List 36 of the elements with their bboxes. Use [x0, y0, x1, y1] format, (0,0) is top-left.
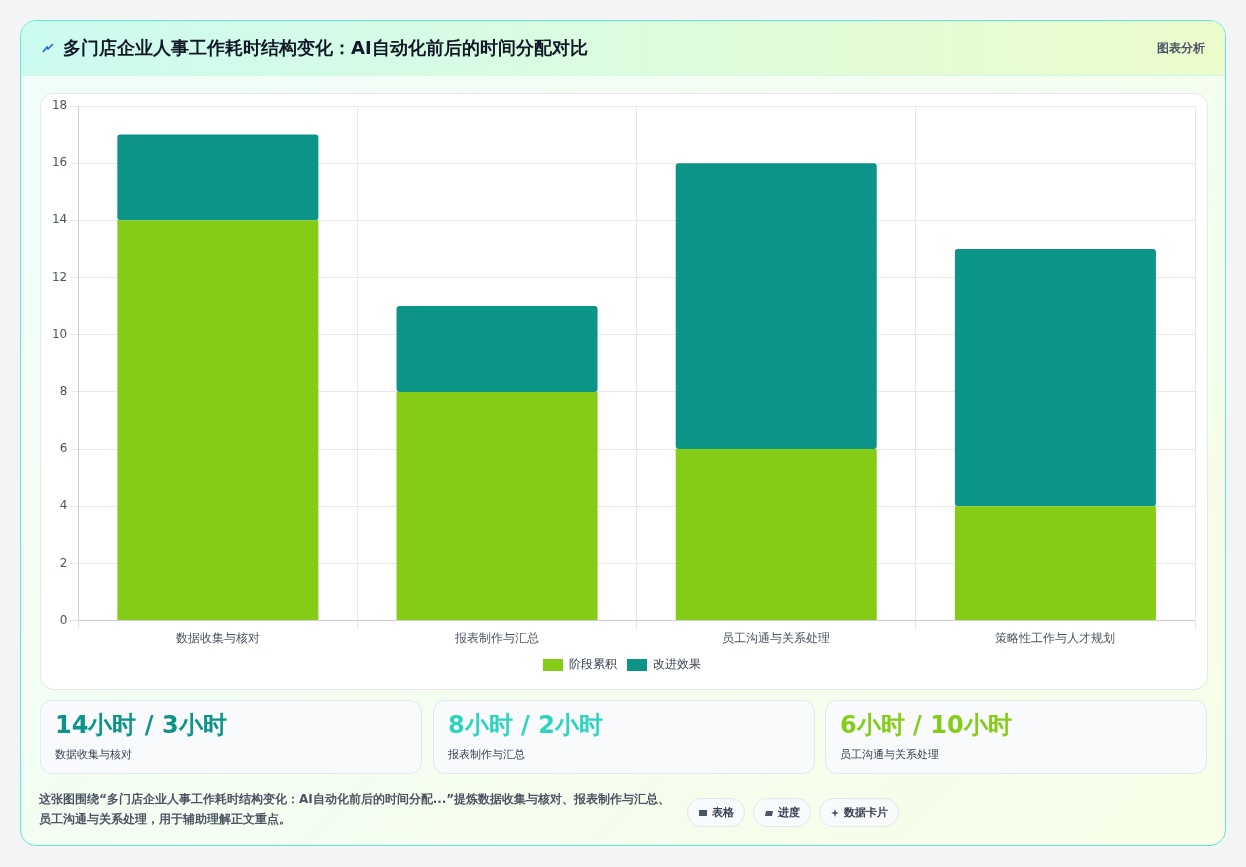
bar [675, 449, 877, 621]
text: 表格 [712, 805, 734, 820]
x-tick-label: 报表制作与汇总 [454, 630, 540, 645]
x-tick-label: 员工沟通与关系处理 [722, 630, 831, 645]
text: 14小时 / 3小时 [55, 710, 227, 741]
bar [675, 163, 877, 450]
bar [396, 306, 598, 392]
y-tick-label: 10 [51, 326, 68, 341]
text: 进度 [778, 805, 800, 820]
y-tick-label: 16 [51, 155, 68, 170]
bar [954, 506, 1156, 621]
x-tick-label: 策略性工作与人才规划 [995, 630, 1116, 645]
text: 数据卡片 [844, 805, 888, 820]
x-tick-label: 数据收集与核对 [175, 630, 260, 645]
chart-title: 多门店企业人事工作耗时结构变化：AI自动化前后的时间分配对比 [63, 36, 589, 60]
y-tick-label: 0 [59, 612, 68, 627]
chart-subtitle: 图表分析 [1157, 39, 1205, 57]
y-tick-label: 4 [59, 498, 68, 513]
y-tick-label: 18 [51, 98, 68, 113]
legend-label: 改进效果 [653, 657, 701, 672]
bar [117, 220, 319, 621]
text: 8小时 / 2小时 [448, 710, 603, 741]
text: 数据收集与核对 [55, 747, 132, 762]
y-tick-label: 14 [51, 212, 68, 227]
legend-label: 阶段累积 [569, 657, 617, 672]
text: 员工沟通与关系处理 [840, 747, 939, 762]
y-tick-label: 8 [59, 384, 68, 399]
bar [396, 391, 598, 621]
text: 报表制作与汇总 [448, 747, 525, 762]
y-tick-label: 6 [59, 441, 68, 456]
text: 这张图围绕“多门店企业人事工作耗时结构变化：AI自动化前后的时间分配...”提炼数据收集与核对、报表制作与汇总、员工沟通与关系处理，用于辅助理解正文重点。 [39, 791, 672, 828]
y-tick-label: 12 [51, 269, 68, 284]
text: 6小时 / 10小时 [840, 710, 1012, 741]
bar [117, 134, 319, 221]
y-tick-label: 2 [59, 555, 68, 570]
bar [954, 248, 1156, 507]
